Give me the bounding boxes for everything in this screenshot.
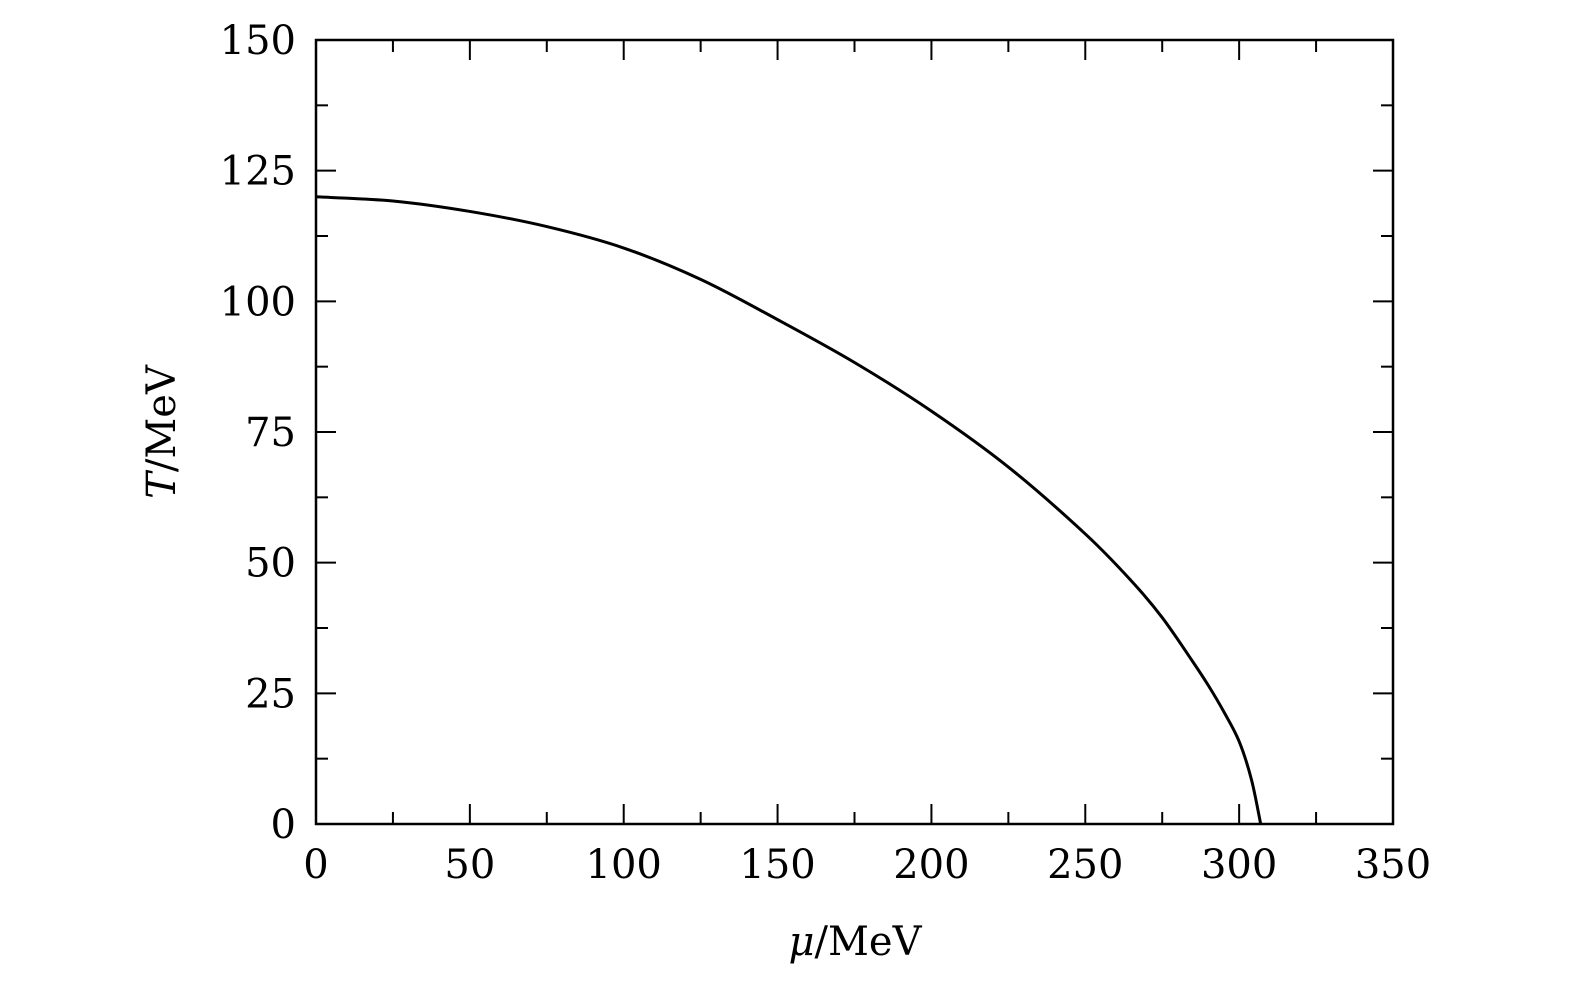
x-tick-label: 200 (893, 842, 969, 888)
series-line (315, 195, 1263, 825)
y-axis-label: T/MeV (139, 364, 185, 499)
y-tick-label: 150 (220, 18, 296, 64)
plot-frame (314, 38, 1395, 826)
y-tick-label: 50 (245, 541, 296, 587)
y-tick-label: 100 (220, 279, 296, 325)
x-tick-label: 300 (1201, 842, 1277, 888)
x-tick-label: 0 (303, 842, 328, 888)
y-tick-label: 125 (220, 149, 296, 195)
x-tick-label: 250 (1047, 842, 1123, 888)
x-axis-label: μ/MeV (789, 919, 923, 965)
x-tick-label: 150 (739, 842, 815, 888)
x-tick-label: 350 (1355, 842, 1431, 888)
x-tick-label: 50 (444, 842, 495, 888)
y-tick-label: 0 (271, 802, 296, 848)
x-tick-label: 100 (586, 842, 662, 888)
y-tick-label: 75 (245, 410, 296, 456)
y-tick-label: 25 (245, 671, 296, 717)
